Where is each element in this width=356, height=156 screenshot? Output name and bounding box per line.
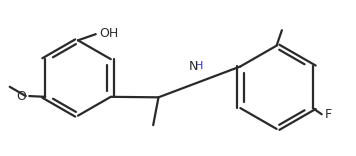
Text: N: N [188,60,198,73]
Text: OH: OH [99,27,119,40]
Text: H: H [195,61,204,71]
Text: F: F [325,108,332,121]
Text: O: O [16,90,26,102]
